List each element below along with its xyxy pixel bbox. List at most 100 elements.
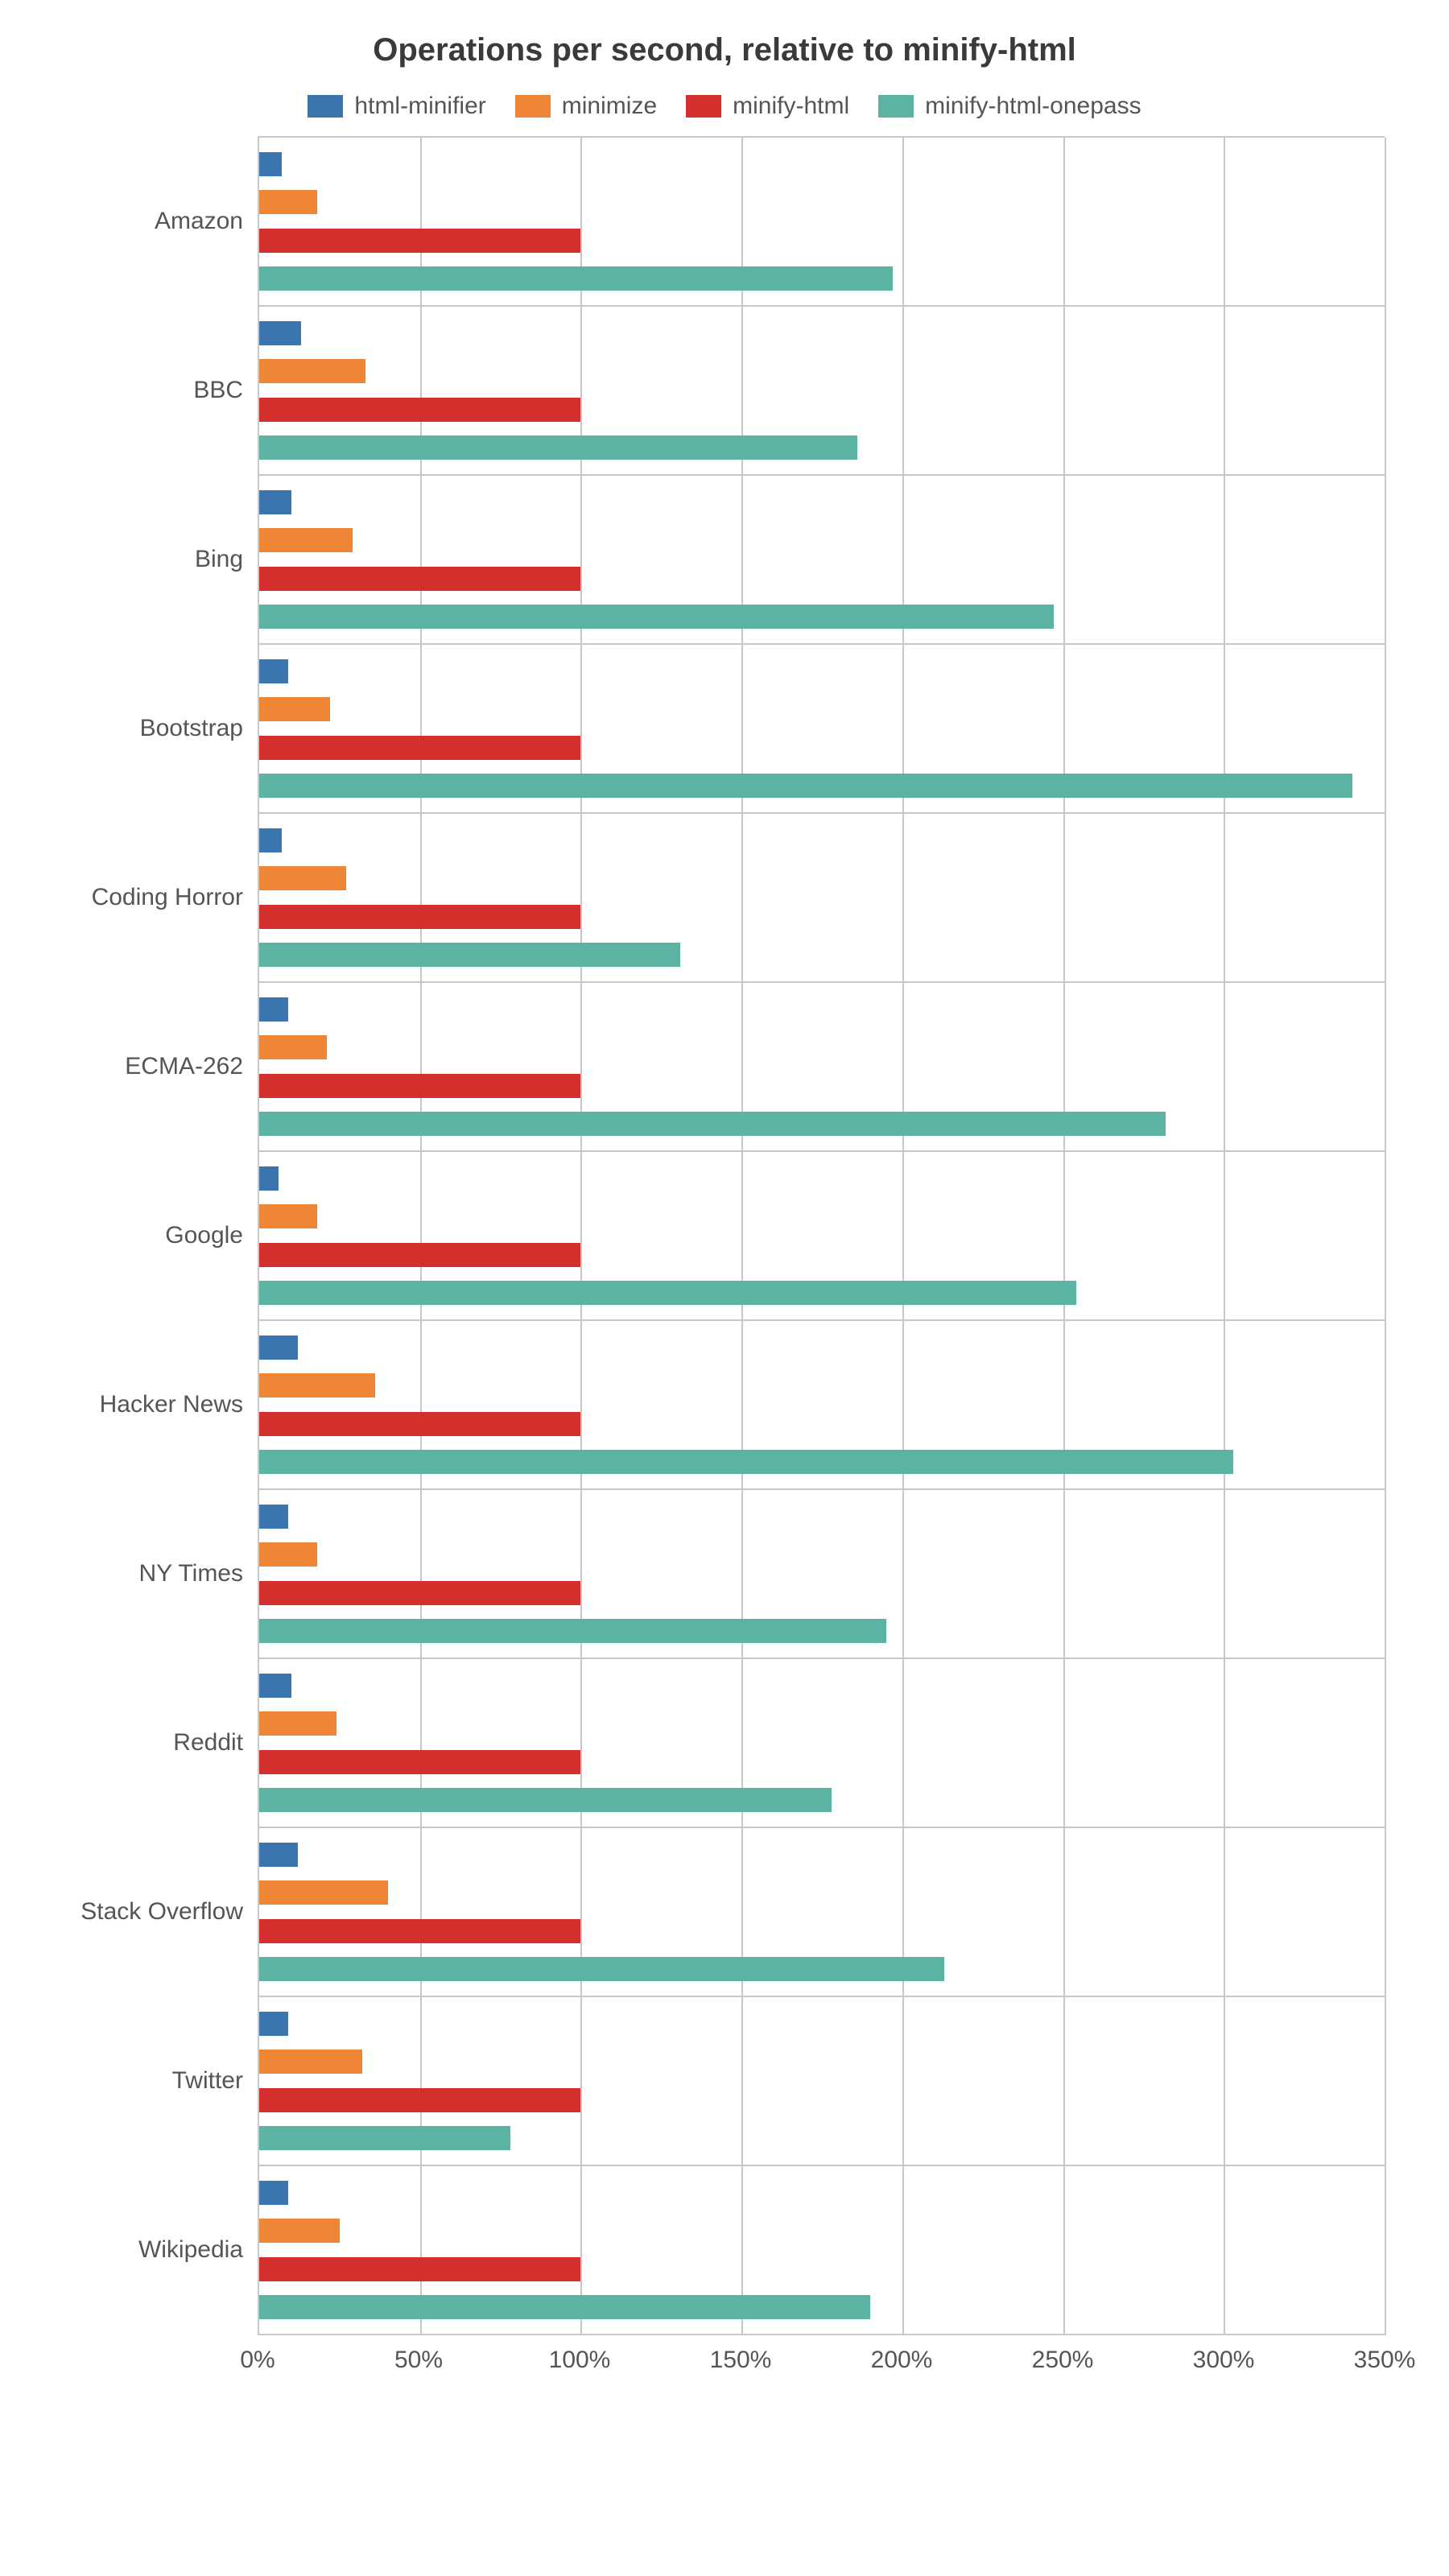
bar [259, 398, 580, 422]
x-tick-label: 100% [549, 2347, 611, 2374]
bar [259, 1450, 1233, 1474]
bar [259, 436, 857, 460]
gridline [1385, 138, 1386, 2335]
bars [259, 1505, 1385, 1643]
category-group: NY Times [259, 1490, 1385, 1659]
bar [259, 605, 1054, 629]
category-group: Reddit [259, 1659, 1385, 1828]
category-label: Twitter [42, 2067, 243, 2095]
category-label: Amazon [42, 208, 243, 235]
bar [259, 2257, 580, 2281]
x-tick-label: 0% [240, 2347, 275, 2374]
bar [259, 359, 365, 383]
bar [259, 2295, 870, 2319]
category-label: Google [42, 1222, 243, 1249]
bar [259, 1711, 336, 1736]
x-axis: 0%50%100%150%200%250%300%350% [258, 2335, 1385, 2384]
bar [259, 1619, 886, 1643]
category-group: Coding Horror [259, 814, 1385, 983]
bar [259, 943, 680, 967]
legend-swatch [308, 95, 343, 118]
category-label: Hacker News [42, 1391, 243, 1418]
category-group: Bootstrap [259, 645, 1385, 814]
x-tick-label: 300% [1193, 2347, 1255, 2374]
legend-swatch [515, 95, 551, 118]
legend-label: minify-html [733, 93, 849, 120]
category-label: Bootstrap [42, 715, 243, 742]
x-tick-label: 200% [871, 2347, 933, 2374]
bar [259, 828, 282, 852]
bar [259, 1074, 580, 1098]
bar [259, 2126, 510, 2150]
bar [259, 1750, 580, 1774]
category-label: Stack Overflow [42, 1898, 243, 1926]
bars [259, 659, 1385, 798]
bar [259, 1035, 327, 1059]
legend-label: minimize [562, 93, 657, 120]
bars [259, 152, 1385, 291]
category-label: ECMA-262 [42, 1053, 243, 1080]
chart-title: Operations per second, relative to minif… [48, 32, 1401, 68]
bar [259, 1373, 375, 1397]
category-group: Hacker News [259, 1321, 1385, 1490]
bar [259, 1505, 288, 1529]
bar [259, 1412, 580, 1436]
category-label: Wikipedia [42, 2236, 243, 2264]
bars [259, 997, 1385, 1136]
category-group: ECMA-262 [259, 983, 1385, 1152]
bar [259, 2050, 362, 2074]
bar [259, 1843, 298, 1867]
bar [259, 1542, 317, 1567]
category-group: Amazon [259, 138, 1385, 307]
category-group: Stack Overflow [259, 1828, 1385, 1997]
x-tick-label: 150% [710, 2347, 772, 2374]
x-tick-label: 250% [1032, 2347, 1094, 2374]
bar [259, 1243, 580, 1267]
category-label: Reddit [42, 1729, 243, 1757]
bar [259, 736, 580, 760]
bar [259, 490, 291, 514]
bar [259, 1166, 279, 1191]
bars [259, 1335, 1385, 1474]
plot-area: AmazonBBCBingBootstrapCoding HorrorECMA-… [258, 136, 1385, 2335]
category-group: Wikipedia [259, 2166, 1385, 2335]
legend-swatch [686, 95, 721, 118]
bar [259, 152, 282, 176]
category-label: Bing [42, 546, 243, 573]
bar [259, 1112, 1166, 1136]
category-group: BBC [259, 307, 1385, 476]
category-group: Google [259, 1152, 1385, 1321]
x-tick-label: 50% [394, 2347, 443, 2374]
bars [259, 828, 1385, 967]
bar [259, 528, 353, 552]
bar [259, 866, 346, 890]
bar [259, 1880, 388, 1905]
bars [259, 2181, 1385, 2319]
legend-item: minimize [515, 93, 657, 120]
bar [259, 774, 1352, 798]
bar [259, 1204, 317, 1228]
bar [259, 229, 580, 253]
bars [259, 321, 1385, 460]
bar [259, 2088, 580, 2112]
bar [259, 1281, 1076, 1305]
legend-label: minify-html-onepass [925, 93, 1141, 120]
legend-item: html-minifier [308, 93, 485, 120]
bars [259, 1674, 1385, 1812]
legend-item: minify-html [686, 93, 849, 120]
bars [259, 2012, 1385, 2150]
bar [259, 997, 288, 1022]
bar [259, 190, 317, 214]
bar [259, 905, 580, 929]
bar [259, 321, 301, 345]
legend-swatch [878, 95, 914, 118]
bar [259, 266, 893, 291]
bar [259, 1957, 944, 1981]
bar [259, 2012, 288, 2036]
x-tick-label: 350% [1354, 2347, 1416, 2374]
bar [259, 697, 330, 721]
bar [259, 1788, 832, 1812]
legend-label: html-minifier [354, 93, 485, 120]
category-label: Coding Horror [42, 884, 243, 911]
bar [259, 1919, 580, 1943]
